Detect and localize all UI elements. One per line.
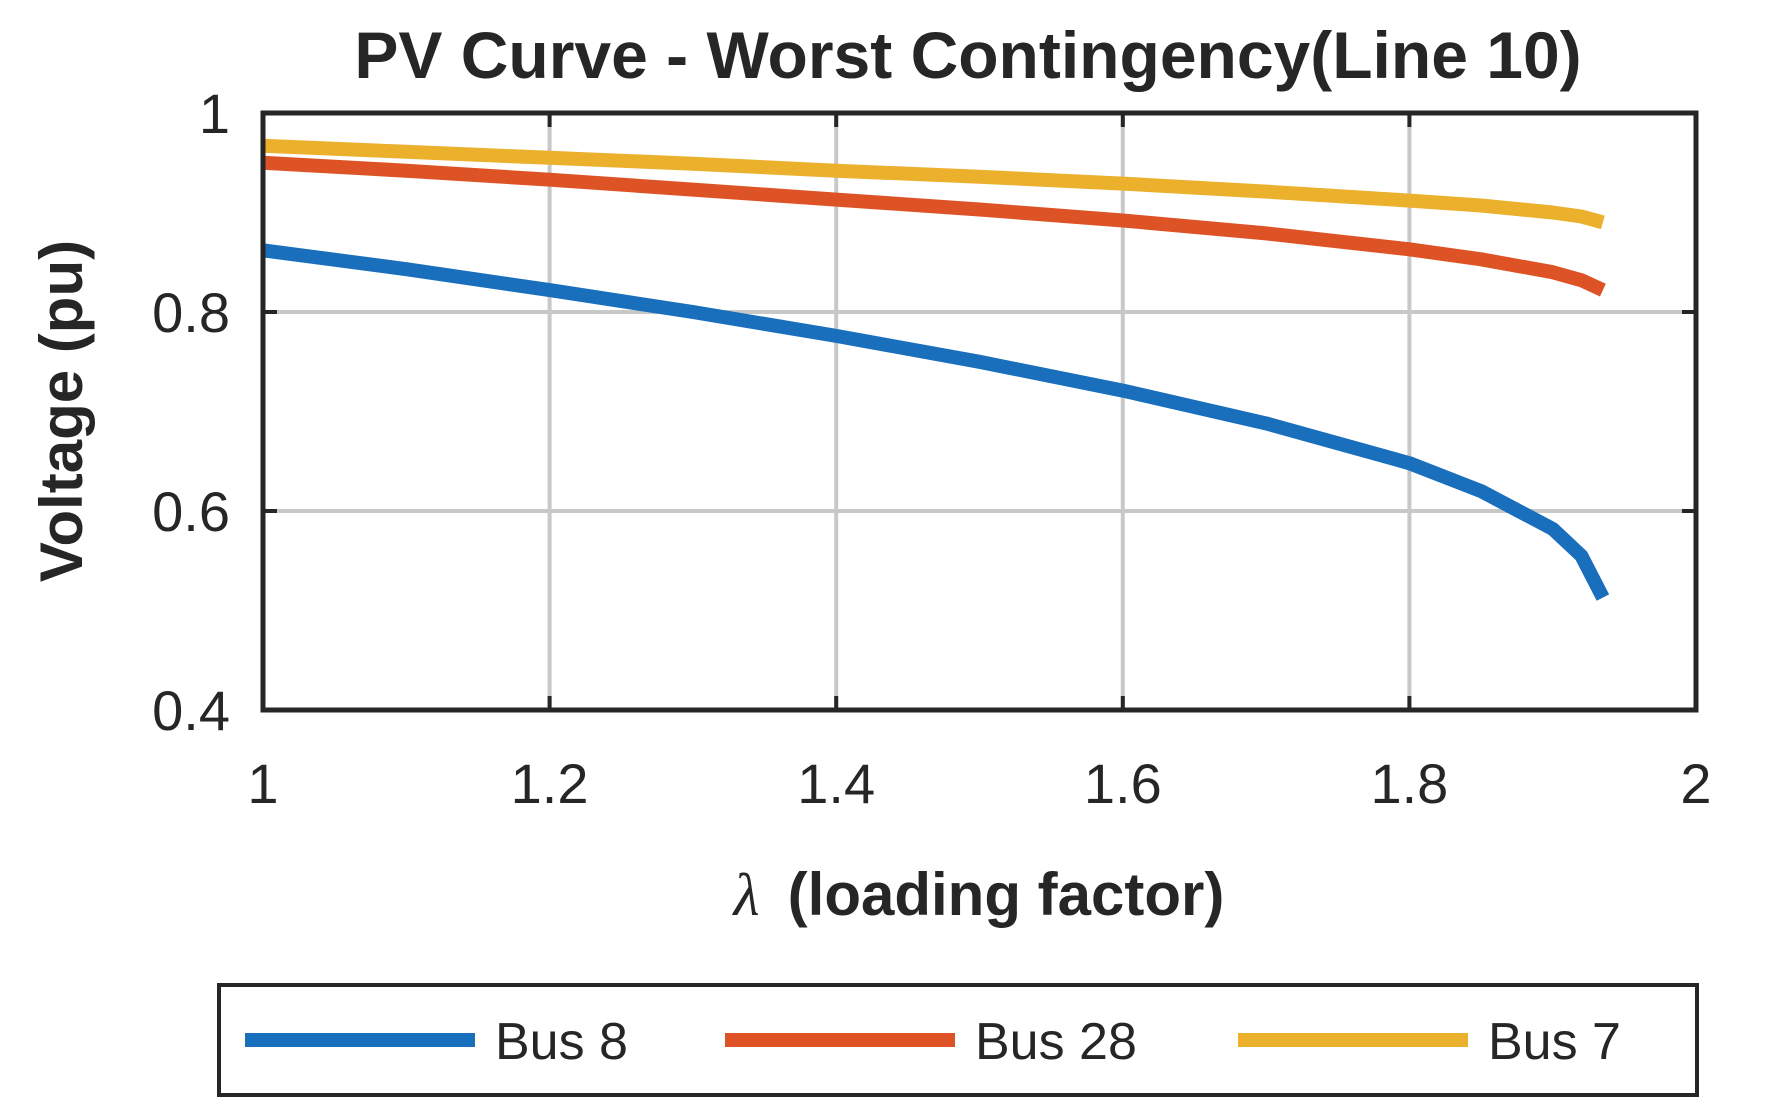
chart-title: PV Curve - Worst Contingency(Line 10) — [354, 18, 1581, 92]
y-tick-label: 0.4 — [152, 679, 230, 742]
x-axis-label-text: (loading factor) — [788, 861, 1225, 928]
series-line-bus-7 — [262, 138, 1605, 230]
grid-lines — [263, 113, 1696, 710]
x-tick-label: 1.2 — [511, 752, 589, 815]
y-tick-label: 0.8 — [152, 281, 230, 344]
x-tick-label: 1.6 — [1084, 752, 1162, 815]
x-tick-labels: 1 1.2 1.4 1.6 1.8 2 — [247, 752, 1711, 815]
x-axis-label: λ (loading factor) — [732, 861, 1225, 928]
series-lines — [262, 138, 1610, 601]
x-tick-label: 2 — [1680, 752, 1711, 815]
series-line-bus-28 — [262, 155, 1606, 297]
x-axis-label-symbol: λ — [732, 862, 760, 928]
x-tick-label: 1 — [247, 752, 278, 815]
x-tick-label: 1.4 — [797, 752, 875, 815]
legend-label-bus-28: Bus 28 — [975, 1013, 1137, 1071]
plot-frame — [260, 110, 1699, 713]
legend: Bus 8 Bus 28 Bus 7 — [217, 983, 1699, 1097]
series-line-bus-8 — [262, 243, 1610, 601]
y-tick-labels: 0.4 0.6 0.8 1 — [152, 82, 230, 742]
legend-label-bus-8: Bus 8 — [495, 1013, 628, 1071]
legend-label-bus-7: Bus 7 — [1488, 1013, 1621, 1071]
y-axis-label: Voltage (pu) — [28, 240, 95, 582]
axis-ticks — [261, 111, 1698, 712]
y-tick-label: 0.6 — [152, 480, 230, 543]
y-tick-label: 1 — [199, 82, 230, 145]
x-tick-label: 1.8 — [1370, 752, 1448, 815]
